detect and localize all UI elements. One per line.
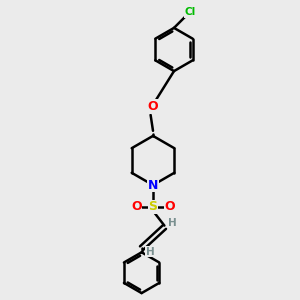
Text: H: H — [168, 218, 177, 229]
Text: S: S — [148, 200, 158, 213]
Text: O: O — [148, 100, 158, 113]
Text: H: H — [146, 247, 154, 257]
Text: O: O — [164, 200, 175, 213]
Text: O: O — [131, 200, 142, 213]
Text: N: N — [148, 178, 158, 192]
Text: Cl: Cl — [185, 7, 196, 17]
